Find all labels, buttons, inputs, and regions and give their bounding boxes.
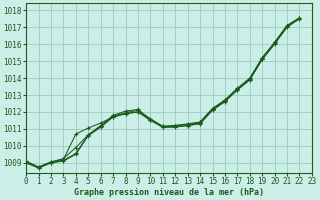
X-axis label: Graphe pression niveau de la mer (hPa): Graphe pression niveau de la mer (hPa) [74,188,264,197]
